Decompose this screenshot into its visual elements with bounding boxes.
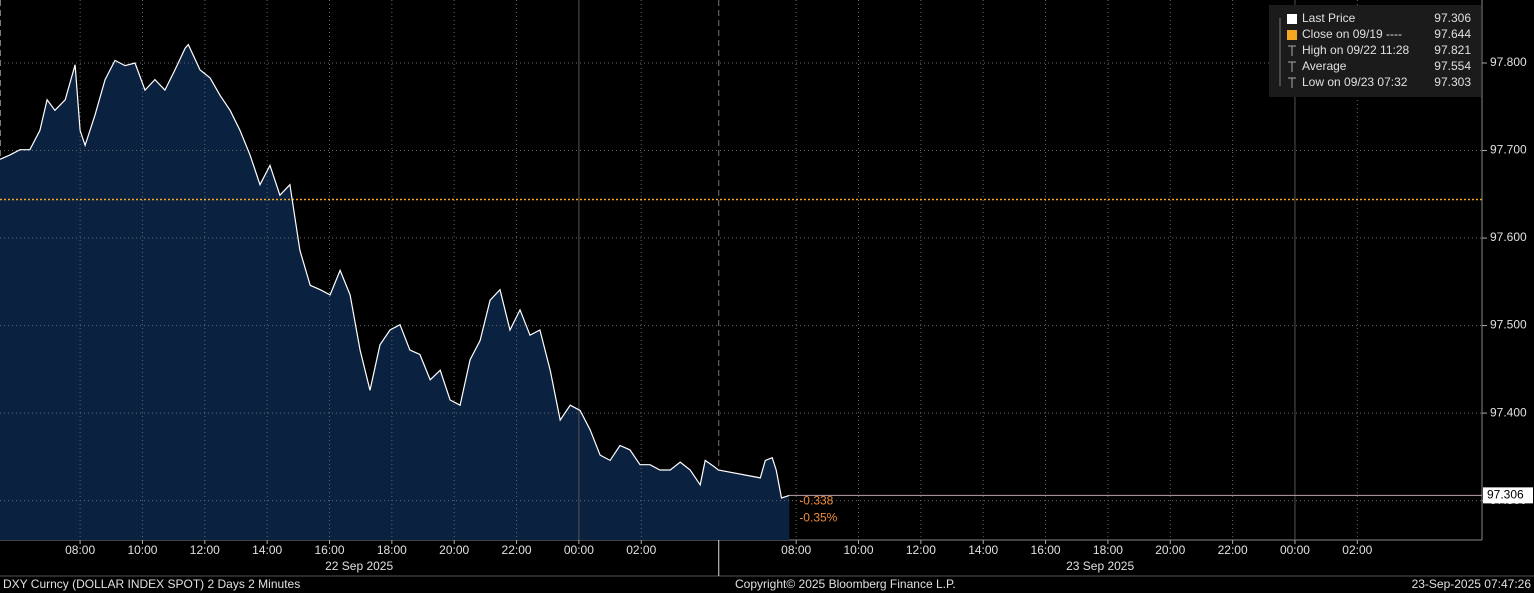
legend-glyph <box>1288 45 1296 56</box>
legend-label: Close on 09/19 ---- <box>1302 27 1402 41</box>
y-tick-label: 97.800 <box>1490 55 1527 69</box>
legend-label: Low on 09/23 07:32 <box>1302 75 1408 89</box>
session-date-label: 23 Sep 2025 <box>1066 559 1134 573</box>
x-tick-label: 16:00 <box>1031 543 1061 557</box>
x-tick-label: 20:00 <box>439 543 469 557</box>
x-tick-label: 00:00 <box>1280 543 1310 557</box>
y-tick-label: 97.500 <box>1490 318 1527 332</box>
change-label: -0.338 <box>799 494 833 508</box>
x-tick-label: 14:00 <box>968 543 998 557</box>
x-tick-label: 18:00 <box>377 543 407 557</box>
x-tick-label: 02:00 <box>626 543 656 557</box>
last-price-tag <box>1483 487 1533 504</box>
x-tick-label: 22:00 <box>502 543 532 557</box>
y-tick-label: 97.400 <box>1490 405 1527 419</box>
legend-value: 97.306 <box>1434 11 1471 25</box>
legend-label: High on 09/22 11:28 <box>1302 43 1410 57</box>
footer-left: DXY Curncy (DOLLAR INDEX SPOT) 2 Days 2 … <box>3 577 300 591</box>
x-tick-label: 12:00 <box>906 543 936 557</box>
footer-center: Copyright© 2025 Bloomberg Finance L.P. <box>735 577 956 591</box>
last-price-tag-label: 97.306 <box>1487 488 1524 502</box>
x-tick-label: 08:00 <box>781 543 811 557</box>
legend-value: 97.554 <box>1434 59 1471 73</box>
x-tick-label: 10:00 <box>127 543 157 557</box>
y-tick-label: 97.600 <box>1490 230 1527 244</box>
legend-glyph <box>1288 61 1296 72</box>
x-tick-label: 02:00 <box>1342 543 1372 557</box>
price-line <box>0 43 790 499</box>
legend-swatch <box>1287 30 1297 40</box>
x-tick-label: 10:00 <box>844 543 874 557</box>
x-tick-label: 00:00 <box>564 543 594 557</box>
footer-right: 23-Sep-2025 07:47:26 <box>1412 577 1532 591</box>
x-tick-label: 20:00 <box>1155 543 1185 557</box>
x-tick-label: 22:00 <box>1218 543 1248 557</box>
change-label: -0.35% <box>799 511 837 525</box>
x-tick-label: 18:00 <box>1093 543 1123 557</box>
legend-swatch <box>1287 14 1297 24</box>
x-tick-label: 16:00 <box>314 543 344 557</box>
legend-label: Last Price <box>1302 11 1356 25</box>
legend-value: 97.303 <box>1434 75 1471 89</box>
legend-label: Average <box>1302 59 1347 73</box>
price-area <box>0 44 790 540</box>
legend-value: 97.644 <box>1434 27 1471 41</box>
legend-value: 97.821 <box>1434 43 1471 57</box>
x-tick-label: 14:00 <box>252 543 282 557</box>
session-date-label: 22 Sep 2025 <box>325 559 393 573</box>
y-tick-label: 97.700 <box>1490 143 1527 157</box>
legend-glyph <box>1288 77 1296 88</box>
x-tick-label: 08:00 <box>65 543 95 557</box>
legend-box <box>1269 5 1481 97</box>
x-tick-label: 12:00 <box>190 543 220 557</box>
